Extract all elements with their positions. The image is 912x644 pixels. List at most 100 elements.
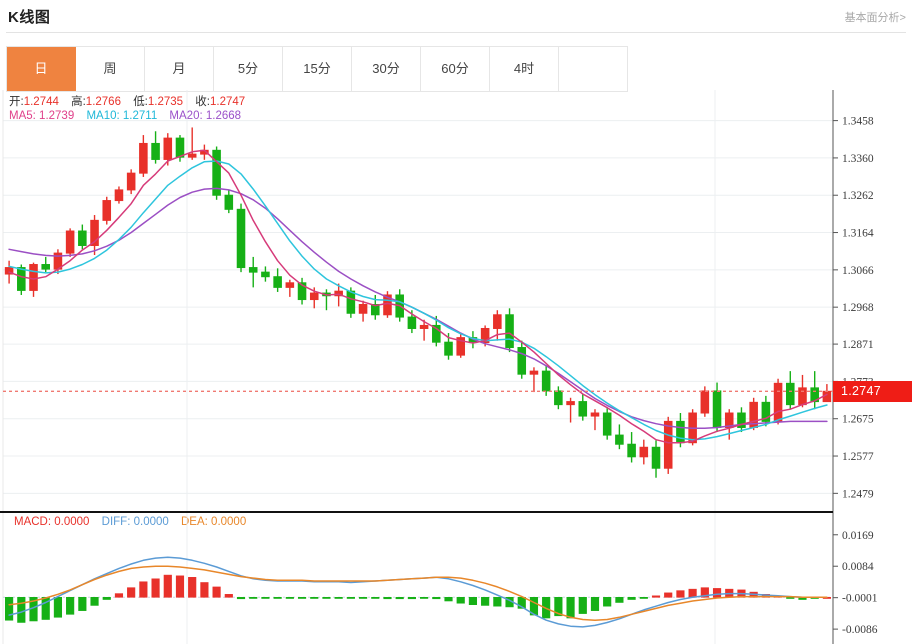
macd-bar [688, 588, 697, 598]
ma5-line [8, 149, 828, 444]
candle [566, 397, 575, 423]
tab-1[interactable]: 周 [76, 47, 145, 91]
candle [248, 256, 258, 288]
candle [187, 127, 197, 160]
tabbar-tail [559, 47, 628, 91]
candle [529, 367, 539, 393]
macd-bar [578, 596, 587, 614]
candle [602, 407, 612, 440]
macd-bar [5, 596, 14, 621]
open-value: 1.2744 [23, 96, 59, 108]
current-price-badge: 1.2747 [833, 381, 912, 403]
candle [615, 424, 624, 450]
candle [90, 215, 99, 256]
candle [297, 277, 307, 305]
price-axis-tick: 1.2968 [842, 302, 874, 314]
candle [627, 432, 636, 463]
tab-2[interactable]: 月 [145, 47, 214, 91]
macd-bar [468, 596, 478, 605]
ma10-line [8, 160, 828, 441]
macd-bar [212, 586, 221, 598]
diff-label: DIFF: [101, 516, 131, 528]
macd-bar [310, 596, 319, 599]
dea-label: DEA: [181, 516, 208, 528]
macd-bar [200, 582, 209, 598]
ma5-value: 1.2739 [39, 110, 75, 122]
ma-legend: MA5: 1.2739 MA10: 1.2711 MA20: 1.2668 [9, 110, 241, 122]
macd-bar [114, 593, 124, 598]
macd-bar [456, 596, 465, 604]
macd-bar [676, 590, 685, 598]
macd-bar [566, 596, 575, 619]
candle [554, 386, 563, 410]
macd-bar [639, 596, 648, 599]
price-axis-tick: 1.2675 [842, 414, 874, 426]
macd-bar [249, 596, 258, 599]
candle [493, 310, 502, 341]
macd-bar [90, 596, 99, 606]
macd-bar [371, 596, 380, 599]
macd-bar [395, 596, 404, 600]
tab-4[interactable]: 15分 [283, 47, 352, 91]
high-label: 高: [71, 96, 86, 108]
candle [78, 224, 87, 250]
candle [737, 407, 746, 433]
macd-bar [444, 596, 453, 602]
tab-5[interactable]: 30分 [352, 47, 421, 91]
period-tabbar[interactable]: 日周月 5分 15分 30分 60分 4时 [6, 46, 628, 92]
candle [773, 378, 783, 425]
macd-bar [236, 596, 246, 600]
candle [102, 196, 112, 225]
candle [126, 169, 136, 195]
candle [383, 291, 392, 318]
candle [261, 266, 270, 282]
candle [114, 186, 124, 204]
macd-bar [334, 596, 343, 599]
candle [273, 268, 282, 292]
candle [358, 300, 368, 322]
macd-bar [493, 596, 502, 607]
header-divider [6, 32, 906, 33]
dea-line [8, 565, 828, 621]
candle [41, 256, 51, 273]
candle [29, 262, 38, 297]
candle [236, 203, 246, 273]
macd-bar [358, 596, 368, 599]
tab-3[interactable]: 5分 [214, 47, 283, 91]
candle [749, 397, 758, 431]
price-axis-tick: 1.3164 [842, 228, 874, 240]
tab-0[interactable]: 日 [7, 47, 76, 91]
macd-value: 0.0000 [54, 516, 90, 528]
macd-bar [261, 596, 270, 599]
macd-bar [615, 596, 624, 603]
chart-canvas-area[interactable]: 1.3458 1.3360 1.3262 1.3164 1.3066 1.2968 1.28… [0, 90, 912, 644]
ma10-label: MA10: [86, 110, 120, 122]
price-axis-tick: 1.3262 [842, 190, 874, 202]
macd-bar [651, 595, 661, 598]
macd-bar [346, 596, 355, 599]
candlestick-and-macd-svg[interactable]: 1.3458 1.3360 1.3262 1.3164 1.3066 1.2968 1.28… [0, 90, 912, 644]
macd-bar [17, 596, 26, 623]
price-axis-tick: 1.2479 [842, 488, 874, 500]
macd-bar [664, 592, 673, 598]
macd-bar [78, 596, 87, 611]
fundamental-analysis-link[interactable]: 基本面分析> [844, 12, 906, 24]
macd-bar [102, 596, 111, 600]
ma10-value: 1.2711 [122, 110, 158, 122]
tab-6[interactable]: 60分 [421, 47, 490, 91]
macd-bar [297, 596, 307, 599]
candle [419, 319, 429, 341]
candle [456, 333, 466, 358]
macd-bar [175, 575, 185, 598]
candle [785, 371, 795, 410]
macd-axis-tick: 0.0084 [842, 561, 874, 573]
macd-bar [322, 596, 331, 599]
candle [65, 228, 75, 257]
widget-header: K线图 基本面分析> [0, 0, 912, 33]
macd-axis-tick: -0.0001 [842, 593, 878, 605]
low-label: 低: [133, 96, 148, 108]
tab-7[interactable]: 4时 [490, 47, 559, 91]
macd-bar [53, 596, 63, 618]
price-axis-tick: 1.2577 [842, 451, 874, 463]
macd-bar [603, 596, 612, 607]
